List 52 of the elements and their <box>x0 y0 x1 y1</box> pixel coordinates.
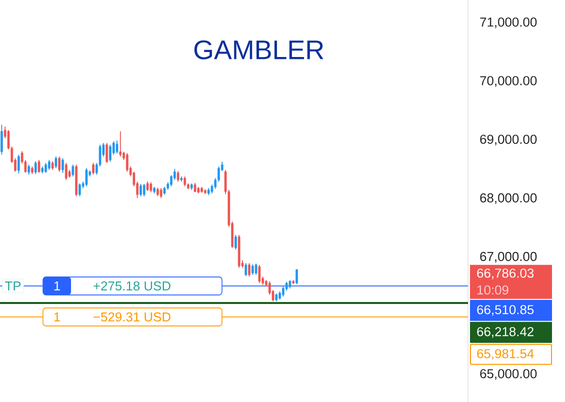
candlestick <box>140 184 142 197</box>
candlestick <box>109 144 112 162</box>
y-tick-label: 70,000.00 <box>480 76 537 87</box>
candlestick <box>234 234 237 250</box>
candlestick <box>106 142 108 164</box>
candlestick <box>44 162 47 174</box>
annotation: TP <box>5 281 21 290</box>
candlestick <box>142 184 146 197</box>
y-tick-label: 69,000.00 <box>480 134 537 146</box>
candlestick <box>38 160 40 174</box>
candlestick <box>54 156 58 169</box>
ref-line-label: 66,218.42 <box>477 327 534 338</box>
candlestick <box>184 176 186 187</box>
candlestick <box>64 162 68 180</box>
candlestick <box>58 156 61 172</box>
text: 10:09 <box>478 285 508 295</box>
legend-label: 65,981.54 <box>477 349 534 360</box>
ref-line-label: 66,510.85 <box>477 305 534 316</box>
annotation: −529.31 USD <box>94 312 170 322</box>
candlestick <box>251 264 254 276</box>
y-tick-label: 65,000.00 <box>480 369 537 380</box>
candlestick <box>146 181 149 192</box>
candlestick <box>0 124 3 156</box>
candlestick <box>126 152 128 172</box>
candlestick <box>160 188 162 199</box>
candlestick <box>119 130 122 157</box>
candlestick <box>248 262 250 278</box>
candlestick <box>258 264 261 284</box>
candlestick <box>282 286 284 297</box>
candlestick <box>296 268 298 285</box>
annotation: 1 <box>54 281 60 290</box>
text: 66,786.03 <box>477 268 534 280</box>
candlestick <box>176 170 180 182</box>
candlestick <box>72 164 74 177</box>
text: GAMBLER <box>194 40 324 60</box>
candlestick <box>116 140 118 154</box>
candlestick <box>150 182 152 193</box>
candlestick <box>254 263 258 276</box>
candlestick <box>85 168 88 187</box>
candlestick <box>48 160 50 170</box>
y-tick-label: 67,000.00 <box>480 252 537 263</box>
candlestick <box>28 164 30 176</box>
candlestick <box>92 162 94 176</box>
candlestick <box>34 160 37 174</box>
annotation: 1 <box>54 312 60 322</box>
candlestick <box>244 262 248 276</box>
y-tick-label: 68,000.00 <box>480 193 537 204</box>
candlestick <box>78 182 81 197</box>
candlestick <box>62 158 64 174</box>
y-tick-label: 71,000.00 <box>480 18 537 28</box>
candlestick <box>17 154 20 174</box>
annotation: +275.18 USD <box>94 281 170 291</box>
